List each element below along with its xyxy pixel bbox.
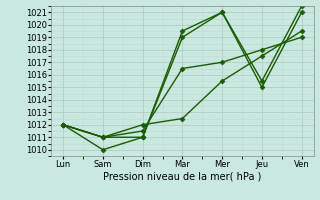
X-axis label: Pression niveau de la mer( hPa ): Pression niveau de la mer( hPa )	[103, 172, 261, 182]
